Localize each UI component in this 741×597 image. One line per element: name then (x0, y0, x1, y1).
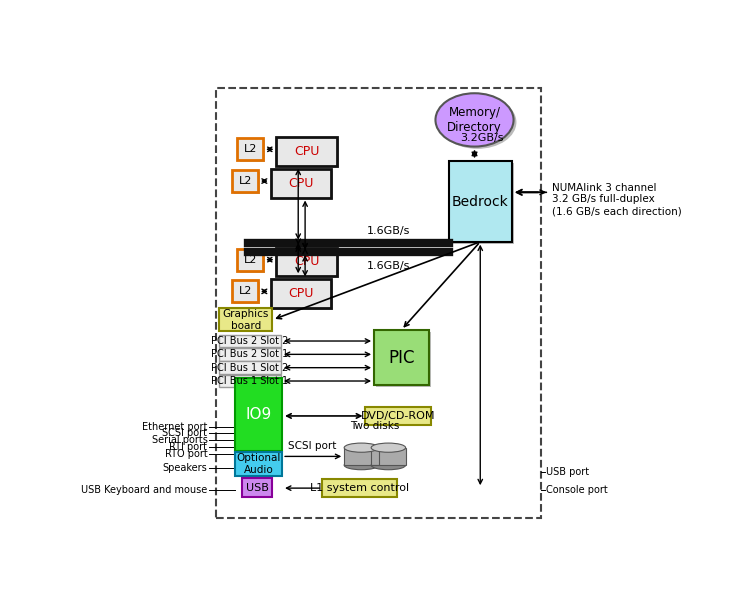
Ellipse shape (344, 443, 379, 453)
Bar (237, 139, 263, 161)
Bar (270, 169, 331, 198)
Bar (237, 248, 263, 270)
Bar (374, 330, 428, 385)
Bar (344, 448, 379, 465)
Text: 1.6GB/s: 1.6GB/s (367, 260, 411, 270)
Text: CPU: CPU (288, 177, 313, 190)
Text: L2: L2 (239, 176, 252, 186)
Bar (365, 407, 431, 424)
Bar (232, 281, 258, 303)
Bar (219, 334, 281, 347)
Text: PIC: PIC (388, 349, 414, 367)
Text: DVD/CD-ROM: DVD/CD-ROM (361, 411, 436, 421)
Text: RTO port: RTO port (165, 449, 207, 459)
Bar (270, 279, 331, 308)
Bar (235, 378, 282, 451)
Text: 1.6GB/s: 1.6GB/s (367, 226, 411, 236)
Ellipse shape (436, 93, 514, 147)
Bar (451, 163, 514, 244)
Bar (216, 88, 540, 518)
Ellipse shape (371, 443, 405, 453)
Ellipse shape (344, 460, 379, 470)
Bar (322, 479, 397, 497)
Text: L1 system control: L1 system control (310, 483, 409, 493)
Text: Bedrock: Bedrock (452, 195, 508, 208)
Text: SCSI port: SCSI port (288, 441, 336, 451)
Text: IO9: IO9 (245, 407, 272, 422)
Text: L2: L2 (244, 144, 257, 155)
Bar (235, 453, 282, 476)
Bar (234, 282, 260, 304)
Bar (276, 248, 336, 276)
Bar (242, 478, 273, 497)
Ellipse shape (371, 460, 405, 470)
Bar (376, 332, 431, 387)
Bar (232, 170, 258, 192)
Text: Console port: Console port (546, 485, 608, 495)
Bar (219, 361, 281, 374)
Text: 3.2GB/s: 3.2GB/s (460, 133, 504, 143)
Bar (219, 348, 281, 361)
Text: SCSI port: SCSI port (162, 429, 207, 438)
Text: Speakers: Speakers (163, 463, 207, 473)
Text: NUMAlink 3 channel
3.2 GB/s full-duplex
(1.6 GB/s each direction): NUMAlink 3 channel 3.2 GB/s full-duplex … (552, 183, 682, 216)
Text: PCI Bus 1 Slot 1: PCI Bus 1 Slot 1 (211, 376, 288, 386)
Text: PCI Bus 2 Slot 1: PCI Bus 2 Slot 1 (211, 349, 288, 359)
Text: CPU: CPU (294, 256, 319, 269)
Bar (239, 140, 265, 162)
Bar (239, 251, 265, 272)
Bar (279, 250, 339, 278)
Text: Ethernet port: Ethernet port (142, 421, 207, 432)
Text: USB port: USB port (546, 467, 589, 478)
Text: L2: L2 (244, 255, 257, 264)
Text: RTI port: RTI port (170, 442, 207, 452)
Text: Two disks: Two disks (350, 421, 399, 431)
Bar (344, 448, 379, 465)
Bar (276, 137, 336, 166)
Text: PCI Bus 2 Slot 2: PCI Bus 2 Slot 2 (211, 336, 289, 346)
Bar (234, 172, 260, 194)
Text: USB Keyboard and mouse: USB Keyboard and mouse (82, 485, 207, 495)
Bar (371, 448, 405, 465)
Bar (371, 448, 405, 465)
Bar (279, 139, 339, 168)
Text: PCI Bus 1 Slot 2: PCI Bus 1 Slot 2 (211, 363, 288, 373)
Bar (219, 309, 273, 331)
Text: Optional
Audio: Optional Audio (236, 453, 281, 475)
Text: L2: L2 (239, 287, 252, 296)
Text: Memory/
Directory: Memory/ Directory (447, 106, 502, 134)
Bar (219, 374, 281, 387)
Text: Graphics
board: Graphics board (222, 309, 269, 331)
Text: CPU: CPU (288, 287, 313, 300)
Text: Serial ports: Serial ports (152, 435, 207, 445)
Bar (273, 281, 333, 310)
Bar (448, 161, 512, 242)
Ellipse shape (439, 96, 516, 149)
Text: USB: USB (246, 482, 268, 493)
Bar (273, 171, 333, 199)
Text: CPU: CPU (294, 145, 319, 158)
